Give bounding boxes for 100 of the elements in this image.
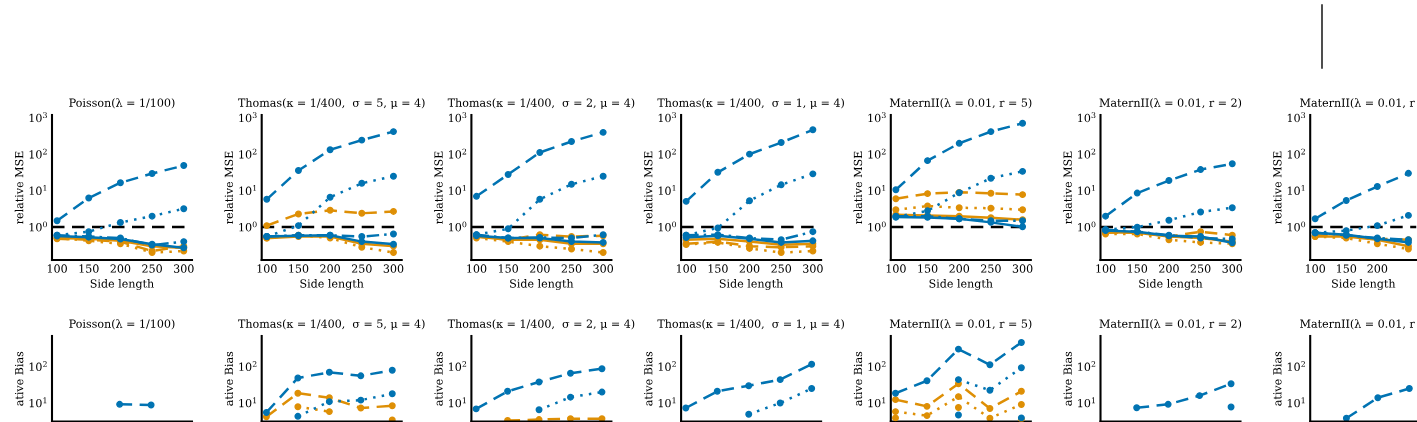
y-axis-title: ative Bias bbox=[1063, 351, 1072, 406]
chart-title: Thomas(κ = 1/400, σ = 5, μ = 4) bbox=[238, 319, 425, 330]
y-tick-label: 10$^{2}$ bbox=[29, 148, 47, 159]
y-tick-label: 10$^{1}$ bbox=[658, 397, 676, 408]
y-tick-label: 10$^{1}$ bbox=[29, 397, 47, 408]
y-axis-title: ative Bias bbox=[853, 351, 863, 406]
y-tick-label: 10$^{1}$ bbox=[1078, 397, 1095, 408]
chart-title: Thomas(κ = 1/400, σ = 1, μ = 4) bbox=[657, 319, 844, 330]
y-axis-title: relative MSE bbox=[224, 151, 234, 224]
x-axis-title: Side length bbox=[929, 279, 993, 290]
y-tick-label: 10$^{2}$ bbox=[1287, 148, 1305, 159]
chart-title: Poisson(λ = 1/100) bbox=[69, 319, 175, 330]
x-tick-label: 250 bbox=[142, 264, 162, 273]
y-tick-label: 10$^{3}$ bbox=[449, 112, 467, 123]
x-tick-label: 200 bbox=[949, 264, 970, 273]
y-tick-label: 10$^{0}$ bbox=[29, 221, 47, 232]
y-axis-title: ative Bias bbox=[434, 351, 443, 406]
y-axis-title: ative Bias bbox=[15, 351, 24, 406]
y-tick-label: 10$^{0}$ bbox=[239, 221, 257, 232]
x-tick-label: 300 bbox=[593, 264, 614, 273]
y-tick-label: 10$^{2}$ bbox=[449, 361, 467, 371]
y-axis-title: relative MSE bbox=[1063, 151, 1072, 224]
x-tick-label: 300 bbox=[803, 264, 823, 273]
y-axis-title: relative MSE bbox=[853, 151, 863, 224]
x-tick-label: 100 bbox=[676, 264, 697, 273]
y-tick-label: 10$^{1}$ bbox=[868, 185, 886, 196]
x-tick-label: 150 bbox=[79, 264, 99, 273]
y-axis-title: relative MSE bbox=[434, 151, 443, 224]
y-tick-label: 10$^{3}$ bbox=[658, 112, 676, 123]
chart-title: Thomas(κ = 1/400, σ = 1, μ = 4) bbox=[657, 98, 844, 109]
x-tick-label: 100 bbox=[467, 264, 487, 273]
chart-title: MaternII(λ = 0.01, r bbox=[1300, 319, 1415, 330]
y-tick-label: 10$^{2}$ bbox=[29, 361, 47, 371]
y-tick-label: 10$^{2}$ bbox=[239, 361, 257, 371]
y-tick-label: 10$^{0}$ bbox=[449, 221, 467, 232]
x-tick-label: 200 bbox=[529, 264, 550, 273]
y-tick-label: 10$^{1}$ bbox=[29, 185, 47, 196]
x-tick-label: 100 bbox=[1096, 264, 1116, 273]
y-tick-label: 10$^{2}$ bbox=[1078, 361, 1096, 371]
x-tick-label: 200 bbox=[1367, 264, 1388, 273]
y-tick-label: 10$^{1}$ bbox=[658, 185, 676, 196]
y-tick-label: 10$^{2}$ bbox=[868, 361, 886, 371]
y-tick-label: 10$^{0}$ bbox=[1078, 221, 1096, 232]
x-tick-label: 200 bbox=[110, 264, 131, 273]
y-tick-label: 10$^{0}$ bbox=[1287, 221, 1306, 232]
x-tick-label: 250 bbox=[771, 264, 792, 273]
y-tick-label: 10$^{2}$ bbox=[658, 148, 676, 159]
x-tick-label: 150 bbox=[1127, 264, 1148, 273]
x-tick-label: 150 bbox=[918, 264, 938, 273]
y-tick-label: 10$^{1}$ bbox=[868, 397, 886, 408]
y-tick-label: 10$^{2}$ bbox=[449, 148, 467, 159]
x-axis-title: Side length bbox=[510, 279, 574, 290]
x-tick-label: 300 bbox=[383, 264, 404, 273]
x-tick-label: 100 bbox=[1305, 264, 1326, 273]
y-axis-title: ative Bias bbox=[224, 351, 234, 406]
chart-title: MaternII(λ = 0.01, r = 5) bbox=[889, 319, 1032, 330]
x-tick-label: 250 bbox=[561, 264, 582, 273]
x-tick-label: 250 bbox=[1190, 264, 1211, 273]
x-axis-title: Side length bbox=[1332, 279, 1396, 290]
x-tick-label: 250 bbox=[981, 264, 1001, 273]
chart-title: MaternII(λ = 0.01, r = 2) bbox=[1099, 319, 1242, 330]
y-axis-title: ative Bias bbox=[644, 351, 653, 406]
x-tick-label: 250 bbox=[351, 264, 372, 273]
y-tick-label: 10$^{0}$ bbox=[658, 221, 677, 232]
x-tick-label: 200 bbox=[739, 264, 760, 273]
x-tick-label: 200 bbox=[320, 264, 340, 273]
x-axis-title: Side length bbox=[300, 279, 364, 290]
y-tick-label: 10$^{3}$ bbox=[239, 112, 257, 123]
x-axis-title: Side length bbox=[719, 279, 783, 290]
y-tick-label: 10$^{1}$ bbox=[239, 185, 257, 196]
y-tick-label: 10$^{2}$ bbox=[239, 148, 257, 159]
y-tick-label: 10$^{2}$ bbox=[1287, 361, 1305, 371]
y-tick-label: 10$^{0}$ bbox=[868, 221, 886, 232]
y-axis-title: relative MSE bbox=[1272, 151, 1282, 224]
y-tick-label: 10$^{1}$ bbox=[1287, 397, 1305, 408]
chart-title: MaternII(λ = 0.01, r = 2) bbox=[1099, 98, 1242, 109]
x-axis-title: Side length bbox=[90, 279, 154, 290]
x-tick-label: 150 bbox=[289, 264, 309, 273]
y-axis-title: relative MSE bbox=[14, 151, 24, 224]
y-tick-label: 10$^{1}$ bbox=[449, 185, 466, 196]
chart-title: MaternII(λ = 0.01, r bbox=[1300, 98, 1415, 109]
y-tick-label: 10$^{2}$ bbox=[868, 148, 886, 159]
x-tick-label: 300 bbox=[1222, 264, 1243, 273]
x-axis-title: Side length bbox=[1139, 279, 1203, 290]
y-axis-title: relative MSE bbox=[643, 151, 653, 224]
x-tick-label: 150 bbox=[1337, 264, 1357, 273]
y-tick-label: 10$^{3}$ bbox=[868, 112, 886, 123]
x-tick-label: 300 bbox=[1012, 264, 1033, 273]
y-tick-label: 10$^{3}$ bbox=[29, 112, 47, 123]
y-tick-label: 10$^{1}$ bbox=[449, 397, 466, 408]
chart-title: Poisson(λ = 1/100) bbox=[69, 98, 175, 109]
y-tick-label: 10$^{1}$ bbox=[1287, 185, 1305, 196]
chart-title: Thomas(κ = 1/400, σ = 2, μ = 4) bbox=[447, 98, 635, 109]
x-tick-label: 100 bbox=[886, 264, 906, 273]
x-tick-label: 150 bbox=[708, 264, 728, 273]
y-axis-title: ative Bias bbox=[1273, 351, 1282, 406]
chart-title: MaternII(λ = 0.01, r = 5) bbox=[889, 98, 1032, 109]
x-tick-label: 100 bbox=[47, 264, 67, 273]
y-tick-label: 10$^{1}$ bbox=[1078, 185, 1095, 196]
y-tick-label: 10$^{3}$ bbox=[1287, 112, 1306, 123]
